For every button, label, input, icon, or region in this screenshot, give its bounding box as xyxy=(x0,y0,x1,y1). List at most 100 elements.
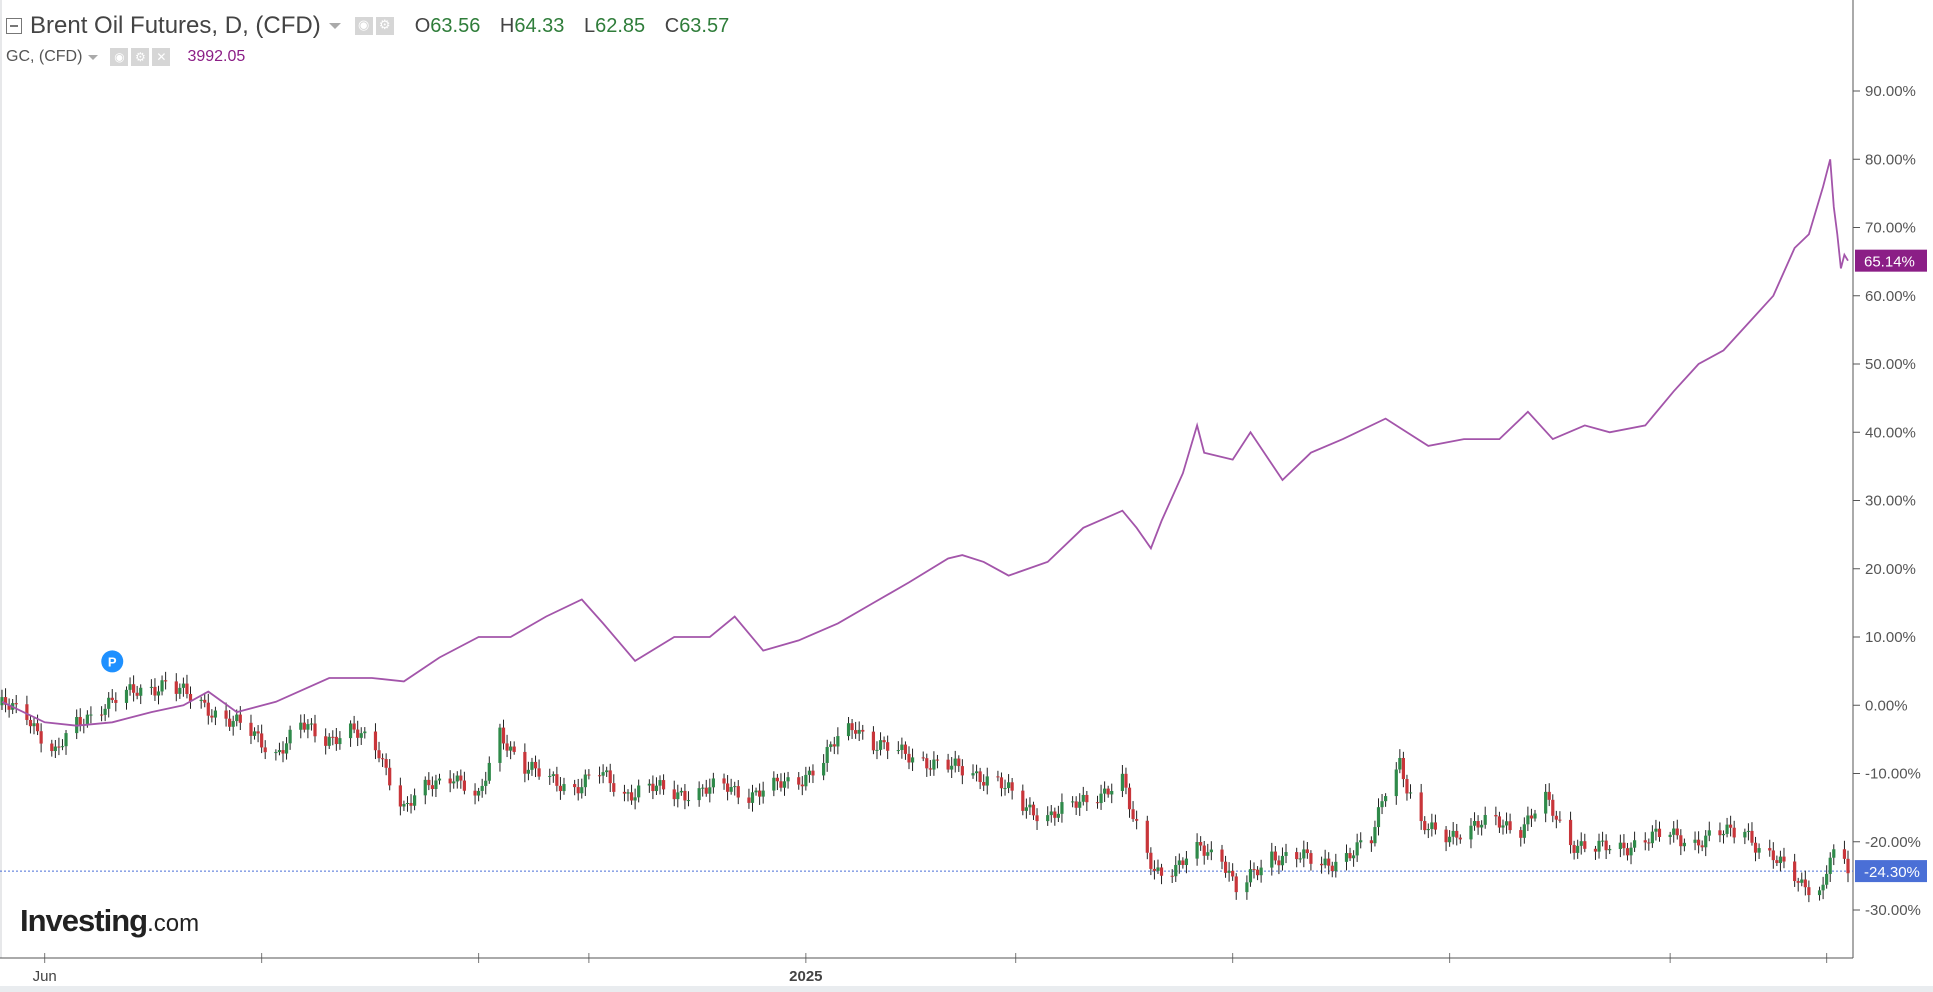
candle-up xyxy=(53,746,57,752)
candle-up xyxy=(1522,824,1526,838)
candle-down xyxy=(7,704,11,710)
candle-down xyxy=(352,723,356,730)
y-tick-label: 40.00% xyxy=(1865,424,1916,441)
candle-up xyxy=(277,750,282,753)
candle-down xyxy=(537,768,541,777)
candle-up xyxy=(1284,852,1288,856)
candle-down xyxy=(907,753,911,763)
candle-down xyxy=(462,780,466,791)
candle-down xyxy=(999,777,1004,789)
candle-up xyxy=(338,738,342,745)
candle-up xyxy=(306,724,310,730)
candle-up xyxy=(985,776,989,786)
candle-up xyxy=(1280,855,1285,866)
chevron-down-icon[interactable] xyxy=(328,23,341,29)
candle-up xyxy=(1227,870,1231,873)
candle-down xyxy=(1568,819,1573,846)
gear-icon[interactable]: ⚙ xyxy=(131,48,150,66)
chart-markers[interactable]: P xyxy=(101,650,124,673)
candle-down xyxy=(512,746,516,752)
candle-up xyxy=(846,723,851,737)
candle-down xyxy=(1476,820,1480,828)
candle-down xyxy=(1131,809,1135,820)
main-series-title[interactable]: Brent Oil Futures, D, (CFD) xyxy=(30,12,321,39)
eye-icon[interactable]: ◉ xyxy=(110,48,129,66)
candle-down xyxy=(555,774,559,786)
candle-down xyxy=(1223,861,1228,873)
candle-up xyxy=(1110,791,1114,795)
candle-down xyxy=(1135,819,1139,821)
candle-up xyxy=(1526,815,1530,825)
candle-up xyxy=(1832,849,1836,858)
candle-down xyxy=(747,797,751,803)
candle-up xyxy=(761,790,765,797)
candle-up xyxy=(235,714,239,722)
candle-down xyxy=(1718,830,1722,836)
candle-down xyxy=(356,729,360,738)
y-tick-label: 30.00% xyxy=(1865,493,1916,510)
gear-icon[interactable]: ⚙ xyxy=(375,17,394,35)
candle-down xyxy=(263,747,267,753)
collapse-icon[interactable] xyxy=(6,18,22,34)
candle-up xyxy=(1821,884,1825,891)
candle-up xyxy=(509,746,513,751)
candle-up xyxy=(1682,842,1686,847)
candle-down xyxy=(1643,840,1647,843)
candle-down xyxy=(1145,820,1149,853)
candle-down xyxy=(334,736,338,745)
candle-down xyxy=(1558,819,1562,821)
candle-down xyxy=(185,683,189,694)
candle-up xyxy=(1778,856,1783,864)
candle-up xyxy=(530,761,534,770)
candle-down xyxy=(661,780,666,790)
candle-down xyxy=(1181,860,1185,866)
candle-down xyxy=(1604,840,1608,851)
candle-up xyxy=(822,762,826,776)
y-tick-label: 50.00% xyxy=(1865,356,1916,373)
candle-up xyxy=(1597,840,1601,852)
candle-up xyxy=(1259,867,1263,876)
close-icon[interactable]: ✕ xyxy=(152,48,171,66)
candle-up xyxy=(1817,890,1822,896)
candle-down xyxy=(1419,792,1423,822)
candle-down xyxy=(188,693,193,702)
candle-down xyxy=(313,723,317,737)
candle-down xyxy=(427,779,431,786)
candle-up xyxy=(1270,851,1274,868)
event-marker[interactable] xyxy=(101,650,124,673)
y-tick-label: 70.00% xyxy=(1865,220,1916,237)
candle-up xyxy=(971,773,975,776)
candle-down xyxy=(587,774,591,776)
candle-up xyxy=(1533,813,1537,819)
candle-down xyxy=(722,778,726,784)
y-tick-label: 0.00% xyxy=(1865,697,1908,714)
compare-series-title[interactable]: GC, (CFD) xyxy=(6,48,83,65)
chevron-down-icon[interactable] xyxy=(88,54,99,60)
y-tick-label: 80.00% xyxy=(1865,151,1916,168)
candle-up xyxy=(359,733,363,738)
candle-up xyxy=(434,780,438,790)
candle-up xyxy=(1426,828,1430,831)
candle-down xyxy=(960,766,964,776)
candle-down xyxy=(1458,837,1462,840)
last-value-text: 65.14% xyxy=(1864,254,1915,271)
candle-down xyxy=(1074,801,1078,808)
candle-down xyxy=(651,783,655,792)
candle-down xyxy=(1679,835,1683,847)
candle-up xyxy=(1206,852,1210,856)
candle-up xyxy=(160,680,164,692)
candle-down xyxy=(1494,814,1498,817)
eye-icon[interactable]: ◉ xyxy=(354,17,373,35)
candle-up xyxy=(857,729,861,734)
candle-down xyxy=(558,785,563,792)
candle-down xyxy=(622,791,627,794)
candle-down xyxy=(1053,811,1057,818)
candle-down xyxy=(882,740,886,743)
candle-down xyxy=(1199,841,1203,846)
candle-up xyxy=(807,770,812,775)
candle-up xyxy=(1344,853,1349,862)
candle-down xyxy=(430,785,434,790)
candle-down xyxy=(1159,867,1164,876)
candle-down xyxy=(758,790,762,797)
